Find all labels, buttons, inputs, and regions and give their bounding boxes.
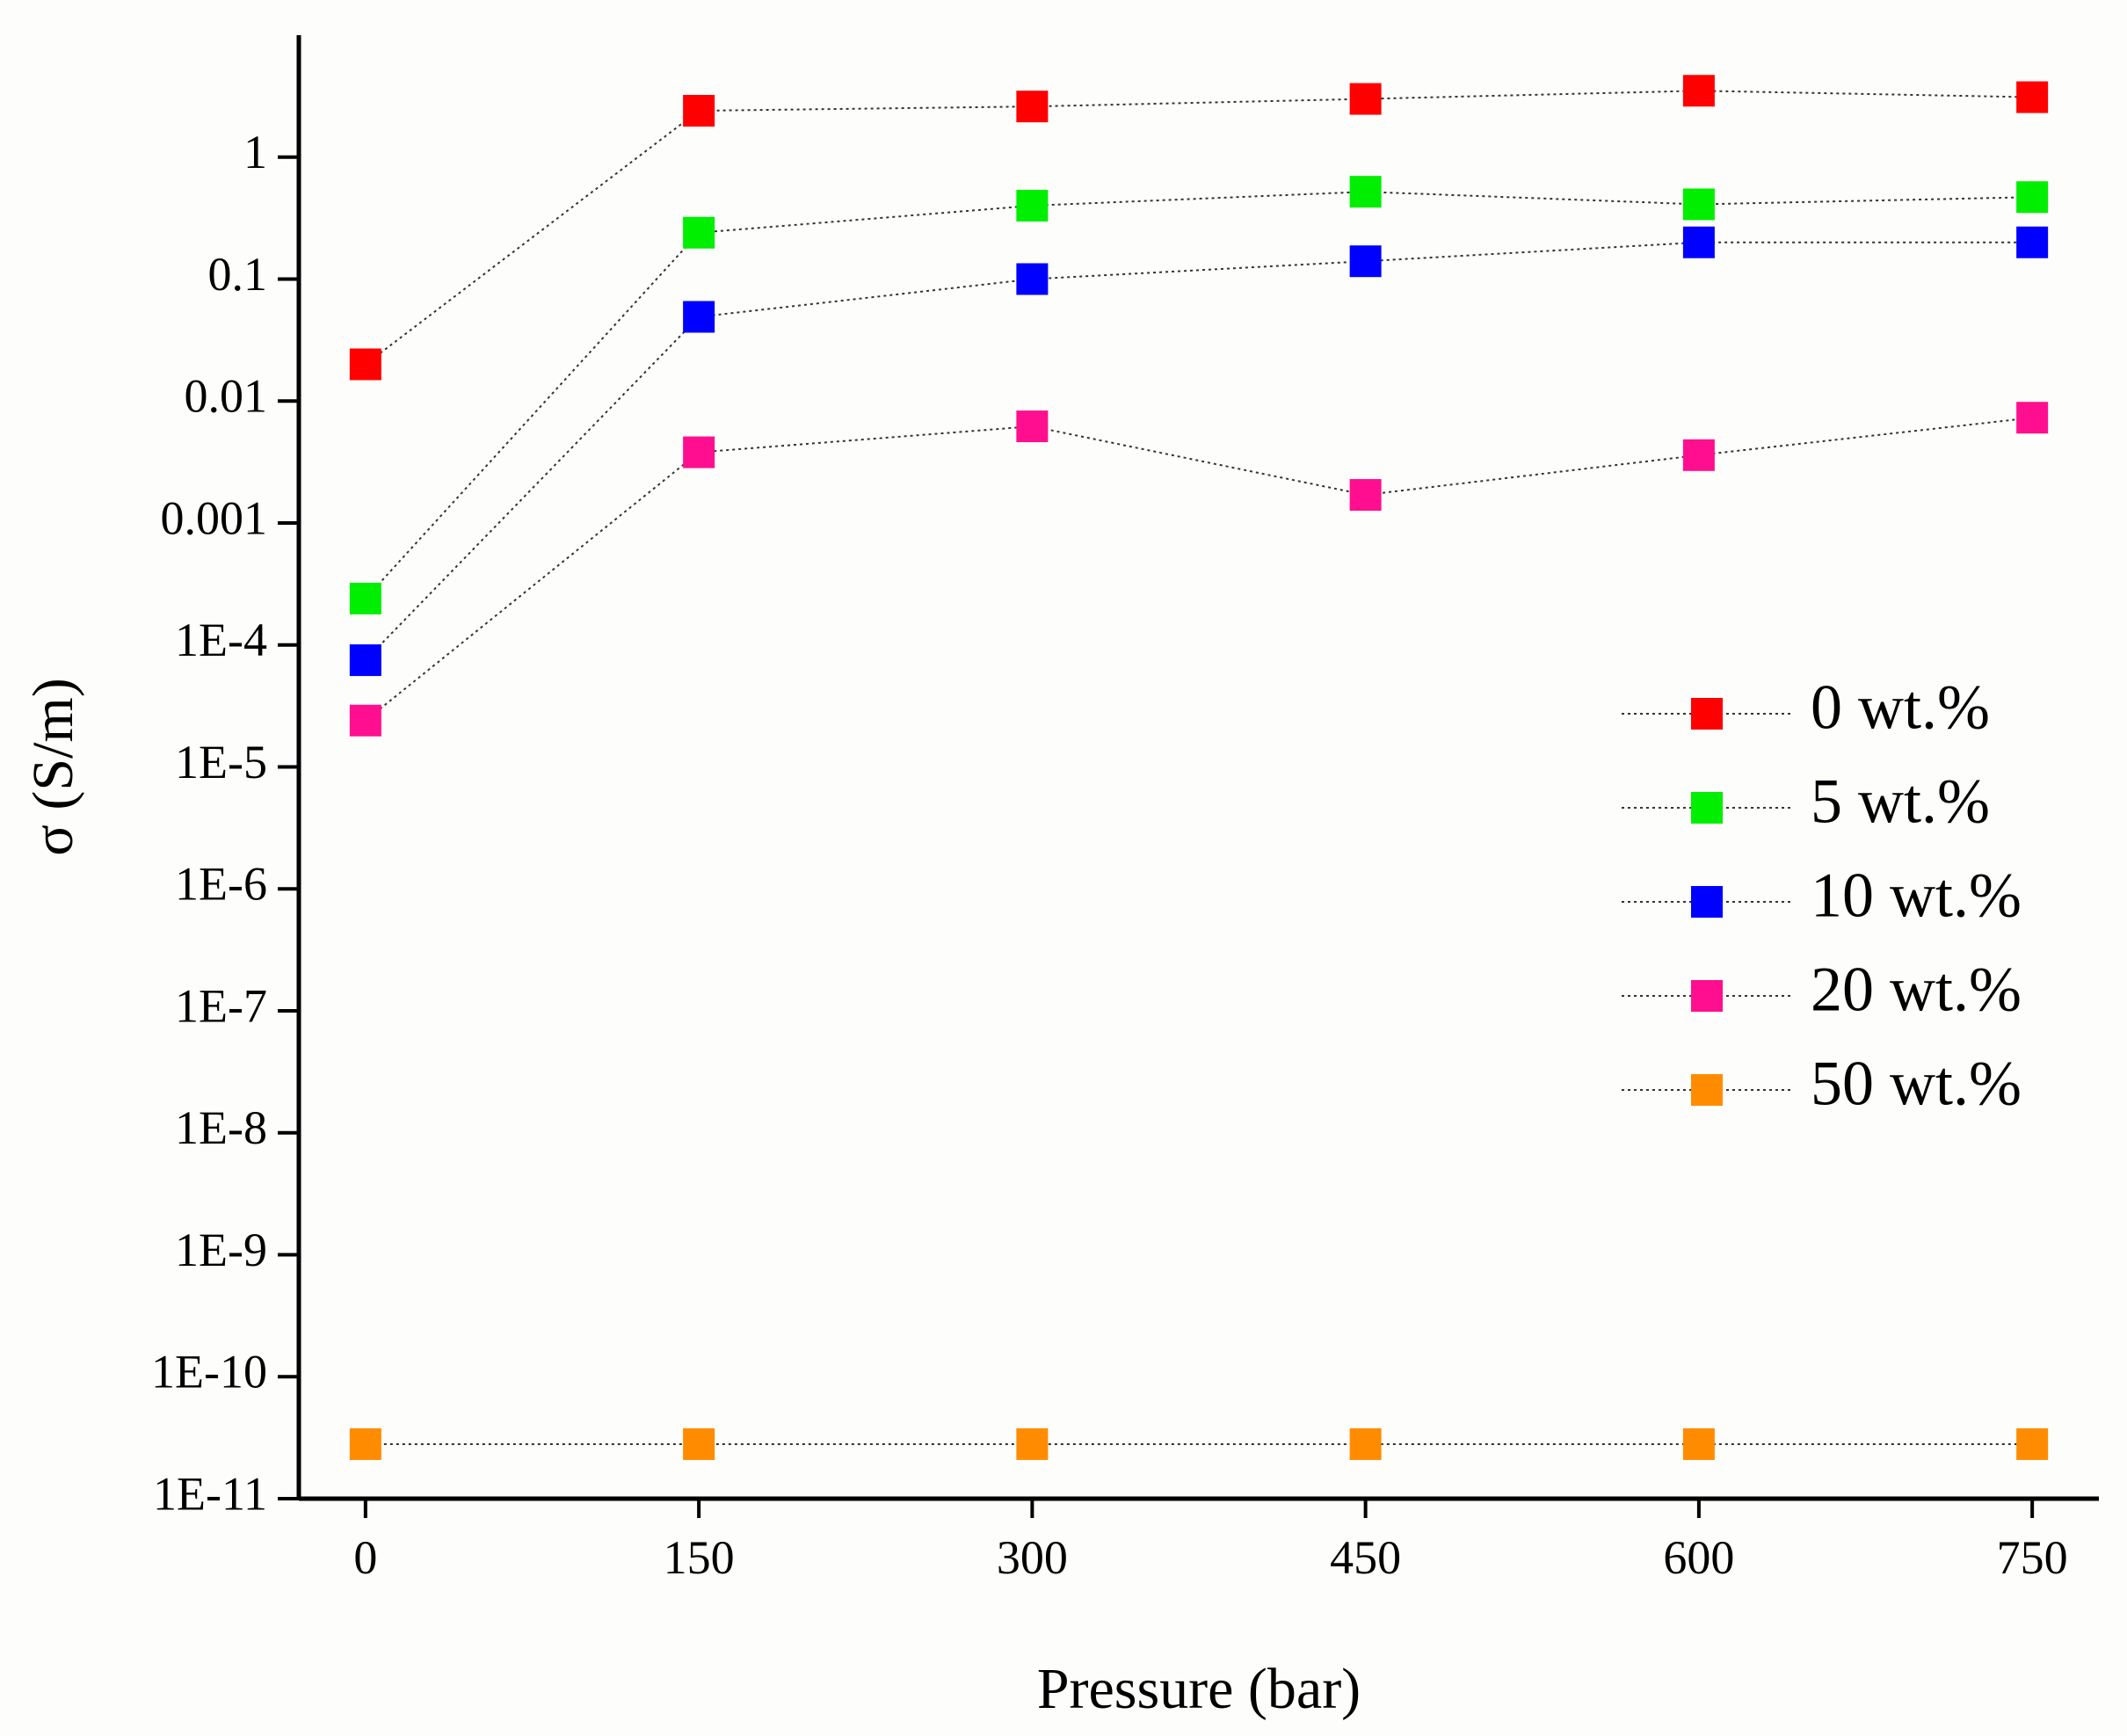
x-tick-label: 0 <box>353 1531 377 1584</box>
data-point <box>2016 226 2049 258</box>
legend-marker <box>1691 698 1723 730</box>
data-point <box>1682 188 1715 221</box>
legend-item: 5 wt.% <box>1622 766 1990 837</box>
series-line <box>365 191 2033 599</box>
data-point <box>1682 439 1715 471</box>
x-axis-ticks: 0 150 300 450 600 750 <box>353 1499 2068 1584</box>
x-tick-label: 750 <box>1997 1531 2068 1584</box>
series-line <box>365 241 2033 661</box>
x-tick-label: 450 <box>1330 1531 1401 1584</box>
legend-marker <box>1691 1074 1723 1106</box>
y-tick-label: 1E-5 <box>175 736 267 788</box>
legend-item: 50 wt.% <box>1622 1049 2022 1119</box>
y-tick-label: 1E-11 <box>153 1467 267 1520</box>
legend-marker <box>1691 886 1723 918</box>
y-tick-label: 0.01 <box>185 370 268 423</box>
legend-label: 0 wt.% <box>1811 672 1990 743</box>
data-point <box>683 216 715 249</box>
y-axis-label: σ (S/m) <box>21 678 85 855</box>
x-axis-label: Pressure (bar) <box>1037 1657 1361 1721</box>
y-tick-label: 0.001 <box>161 491 268 544</box>
x-tick-label: 150 <box>664 1531 735 1584</box>
data-point <box>2016 1427 2049 1460</box>
y-tick-label: 1E-8 <box>175 1101 267 1154</box>
legend-marker <box>1691 792 1723 824</box>
legend-label: 50 wt.% <box>1811 1049 2022 1119</box>
data-point <box>1682 75 1715 107</box>
series-0 <box>349 75 2049 381</box>
y-tick-label: 1E-6 <box>175 858 267 911</box>
data-point <box>1349 83 1382 115</box>
data-point <box>683 436 715 469</box>
legend-label: 10 wt.% <box>1811 861 2022 931</box>
legend-label: 5 wt.% <box>1811 766 1990 837</box>
legend-item: 20 wt.% <box>1622 955 2022 1025</box>
data-point <box>1016 91 1049 123</box>
data-point <box>1016 1427 1049 1460</box>
data-point <box>1349 245 1382 278</box>
data-point <box>1016 263 1049 295</box>
series-line <box>365 417 2033 722</box>
data-point <box>683 301 715 333</box>
data-point <box>1016 189 1049 222</box>
y-tick-label: 1E-7 <box>175 979 267 1032</box>
y-axis-ticks: 1 0.1 0.01 0.001 1E-4 1E-5 1E-6 1E-7 1E-8 1E-9 1E-… <box>151 126 299 1520</box>
data-point <box>349 644 381 677</box>
data-point <box>683 1427 715 1460</box>
legend-item: 0 wt.% <box>1622 672 1990 743</box>
data-point <box>1016 410 1049 443</box>
data-point <box>1682 226 1715 258</box>
data-point <box>1349 1427 1382 1460</box>
data-point <box>349 348 381 381</box>
y-tick-label: 1 <box>243 126 267 178</box>
legend-item: 10 wt.% <box>1622 861 2022 931</box>
series-3 <box>349 402 2049 737</box>
data-point <box>2016 181 2049 214</box>
data-point <box>2016 81 2049 113</box>
data-point <box>1682 1427 1715 1460</box>
data-point <box>1349 479 1382 512</box>
data-point <box>349 704 381 737</box>
legend: 0 wt.% 5 wt.% 10 wt.% 20 wt.% 50 wt.% <box>1622 672 2022 1119</box>
data-point <box>1349 176 1382 208</box>
y-tick-label: 0.1 <box>208 248 268 301</box>
data-point <box>683 94 715 127</box>
y-tick-label: 1E-10 <box>151 1346 267 1398</box>
x-tick-label: 300 <box>997 1531 1068 1584</box>
series-4 <box>349 1427 2049 1460</box>
data-point <box>349 1427 381 1460</box>
data-point <box>349 582 381 614</box>
legend-label: 20 wt.% <box>1811 955 2022 1025</box>
plot-area <box>349 75 2049 1460</box>
y-tick-label: 1E-4 <box>175 614 267 666</box>
y-tick-label: 1E-9 <box>175 1224 267 1276</box>
series-1 <box>349 176 2049 614</box>
x-tick-label: 600 <box>1663 1531 1734 1584</box>
series-2 <box>349 226 2049 677</box>
data-point <box>2016 402 2049 434</box>
legend-marker <box>1691 980 1723 1012</box>
series-line <box>365 90 2033 366</box>
